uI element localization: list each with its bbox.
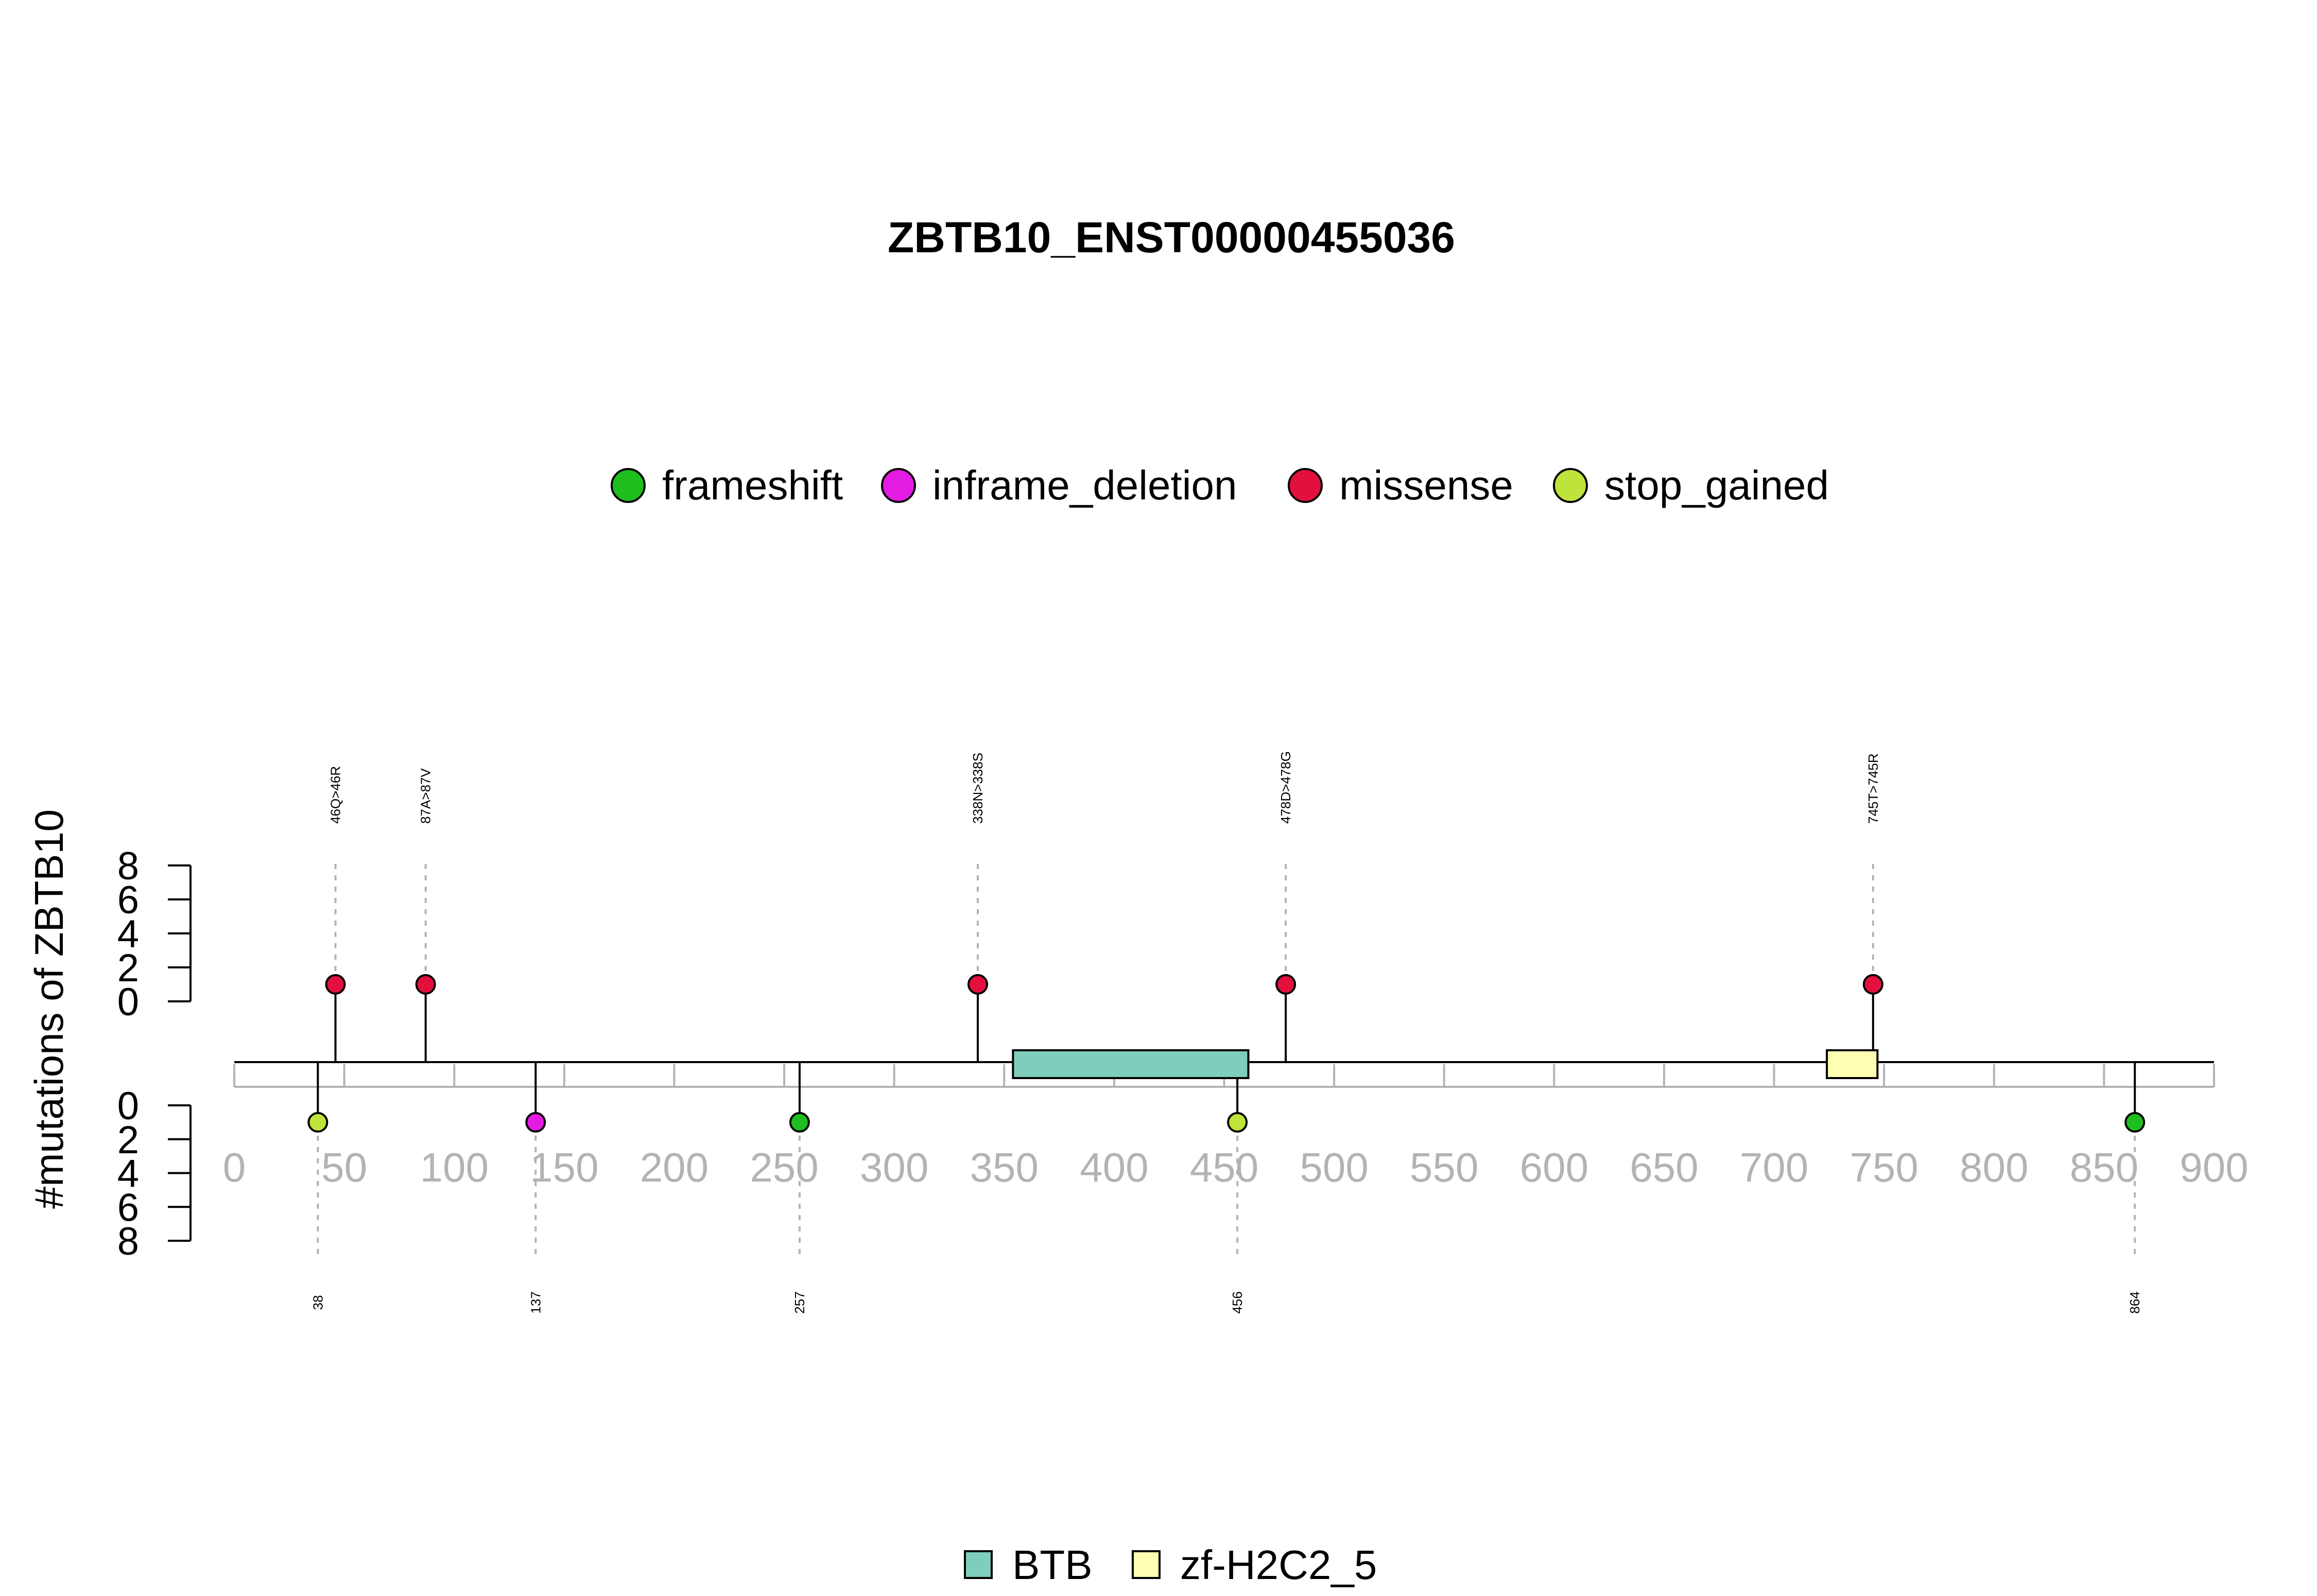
x-tick-label: 750 xyxy=(1849,1144,1918,1190)
x-tick-label: 300 xyxy=(860,1144,928,1190)
mutation-label: 46Q>46R xyxy=(328,766,343,824)
x-tick-label: 800 xyxy=(1960,1144,2028,1190)
mutation-label: 864 xyxy=(2127,1291,2142,1313)
domain-zf-H2C2_5 xyxy=(1826,1049,1879,1079)
y-top-tick-label: 0 xyxy=(117,980,139,1024)
mutation-point-frameshift xyxy=(789,1112,810,1133)
mutation-point-stop_gained xyxy=(307,1112,328,1133)
x-axis: 0 50 100 150 200 250 300 350 400 450 500 550 600 650 7… xyxy=(223,1064,2249,1190)
mutations: 46Q>46R 87A>87V 338N>338S 478D>478G 745T>745… xyxy=(307,751,2146,1314)
mutation-point-missense xyxy=(325,974,346,995)
legend-marker-stop_gained xyxy=(1553,468,1588,503)
x-tick-label: 550 xyxy=(1410,1144,1478,1190)
legend-marker-frameshift xyxy=(611,468,646,503)
x-tick-label: 450 xyxy=(1190,1144,1258,1190)
mutation-label: 338N>338S xyxy=(970,753,985,824)
y-top-tick-label: 4 xyxy=(117,912,139,956)
x-tick-label: 900 xyxy=(2180,1144,2248,1190)
domain-BTB xyxy=(1012,1049,1250,1079)
domain-legend-label: zf-H2C2_5 xyxy=(1180,1542,1377,1588)
mutation-label: 745T>745R xyxy=(1865,753,1881,824)
x-tick-label: 600 xyxy=(1520,1144,1588,1190)
legend-label-missense: missense xyxy=(1339,462,1513,508)
mutation-label: 38 xyxy=(310,1295,325,1310)
x-tick-label: 700 xyxy=(1740,1144,1808,1190)
x-tick-label: 100 xyxy=(420,1144,488,1190)
chart-title: ZBTB10_ENST00000455036 xyxy=(888,213,1455,262)
protein-track xyxy=(234,1049,2214,1079)
y-axis-label: #mutations of ZBTB10 xyxy=(26,809,72,1209)
y-bottom-tick-label: 0 xyxy=(117,1084,139,1128)
x-tick-label: 400 xyxy=(1080,1144,1148,1190)
mutation-type-legend: frameshift inframe_deletion missense stop_g… xyxy=(611,462,1829,508)
mutation-label: 478D>478G xyxy=(1278,751,1293,824)
domain-legend-marker xyxy=(964,1550,993,1579)
x-tick-label: 200 xyxy=(640,1144,708,1190)
mutation-label: 456 xyxy=(1230,1291,1245,1313)
x-tick-label: 500 xyxy=(1300,1144,1368,1190)
mutation-point-inframe_deletion xyxy=(525,1112,546,1133)
y-top-tick-label: 6 xyxy=(117,878,139,922)
legend-marker-inframe_deletion xyxy=(881,468,916,503)
x-tick-label: 350 xyxy=(970,1144,1039,1190)
x-tick-label: 0 xyxy=(223,1144,246,1190)
mutation-point-missense xyxy=(415,974,436,995)
x-tick-label: 850 xyxy=(2070,1144,2138,1190)
mutation-point-missense xyxy=(967,974,989,995)
domain-legend: BTB zf-H2C2_5 xyxy=(964,1542,1377,1588)
mutation-point-frameshift xyxy=(2124,1112,2146,1133)
y-bottom-tick-label: 2 xyxy=(117,1118,139,1162)
mutation-label: 257 xyxy=(792,1291,807,1313)
legend-marker-missense xyxy=(1288,468,1323,503)
mutation-point-missense xyxy=(1275,974,1296,995)
x-tick-label: 650 xyxy=(1630,1144,1698,1190)
domain-legend-label: BTB xyxy=(1012,1542,1093,1588)
mutation-label: 87A>87V xyxy=(418,768,434,824)
y-top-tick-label: 2 xyxy=(117,946,139,990)
x-tick-label: 150 xyxy=(530,1144,598,1190)
legend-label-frameshift: frameshift xyxy=(662,462,843,508)
y-top-tick-label: 8 xyxy=(117,844,139,888)
y-bottom-tick-label: 4 xyxy=(117,1152,139,1196)
y-bottom-tick-label: 6 xyxy=(117,1186,139,1229)
x-tick-label: 250 xyxy=(750,1144,818,1190)
legend-label-inframe_deletion: inframe_deletion xyxy=(932,462,1237,508)
domain-legend-marker xyxy=(1132,1550,1161,1579)
mutation-label: 137 xyxy=(528,1291,543,1313)
mutation-point-stop_gained xyxy=(1227,1112,1248,1133)
x-tick-label: 50 xyxy=(321,1144,367,1190)
legend-label-stop_gained: stop_gained xyxy=(1604,462,1829,508)
mutation-point-missense xyxy=(1862,974,1883,995)
y-bottom-tick-label: 8 xyxy=(117,1220,139,1263)
